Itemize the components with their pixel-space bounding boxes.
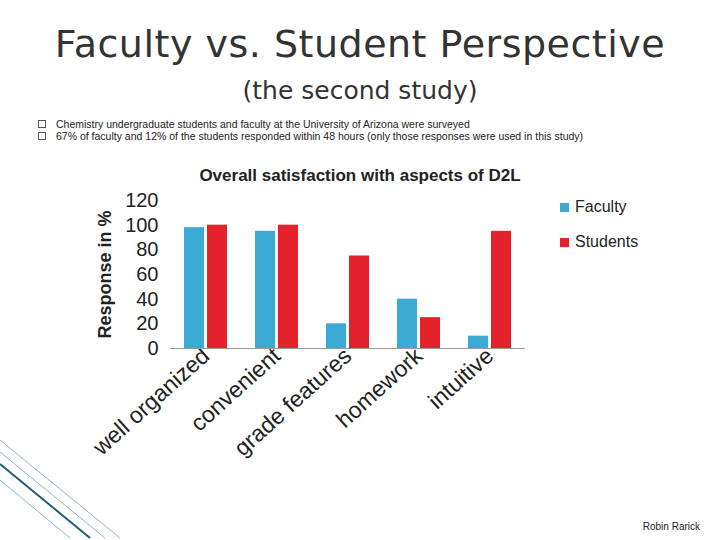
- svg-text:20: 20: [136, 312, 158, 334]
- svg-text:0: 0: [147, 337, 158, 359]
- html-text:(the second study): (the second study): [242, 76, 478, 105]
- html-text:Faculty: Faculty: [575, 198, 627, 215]
- svg-text:intuitive: intuitive: [423, 342, 498, 414]
- html-text:Faculty vs. Student Perspectiv: Faculty vs. Student Perspective: [54, 22, 666, 66]
- html-text:Chemistry undergraduate studen: Chemistry undergraduate students and fac…: [56, 118, 470, 130]
- html-text:67% of faculty and 12% of the: 67% of faculty and 12% of the students r…: [56, 130, 584, 142]
- svg-text:100: 100: [125, 214, 158, 236]
- html-text:Students: Students: [575, 233, 639, 250]
- svg-text:120: 120: [125, 189, 158, 211]
- svg-text:80: 80: [136, 238, 158, 260]
- svg-text:Response in %: Response in %: [95, 210, 115, 338]
- html-text:Overall satisfaction with aspe: Overall satisfaction with aspects of D2L: [199, 166, 521, 185]
- svg-text:40: 40: [136, 288, 158, 310]
- svg-text:homework: homework: [331, 342, 428, 433]
- svg-text:well organized: well organized: [87, 342, 214, 460]
- svg-text:60: 60: [136, 263, 158, 285]
- html-text:Robin Rarick: Robin Rarick: [642, 521, 700, 532]
- svg-text:convenient: convenient: [185, 342, 286, 437]
- svg-text:grade features: grade features: [229, 342, 357, 461]
